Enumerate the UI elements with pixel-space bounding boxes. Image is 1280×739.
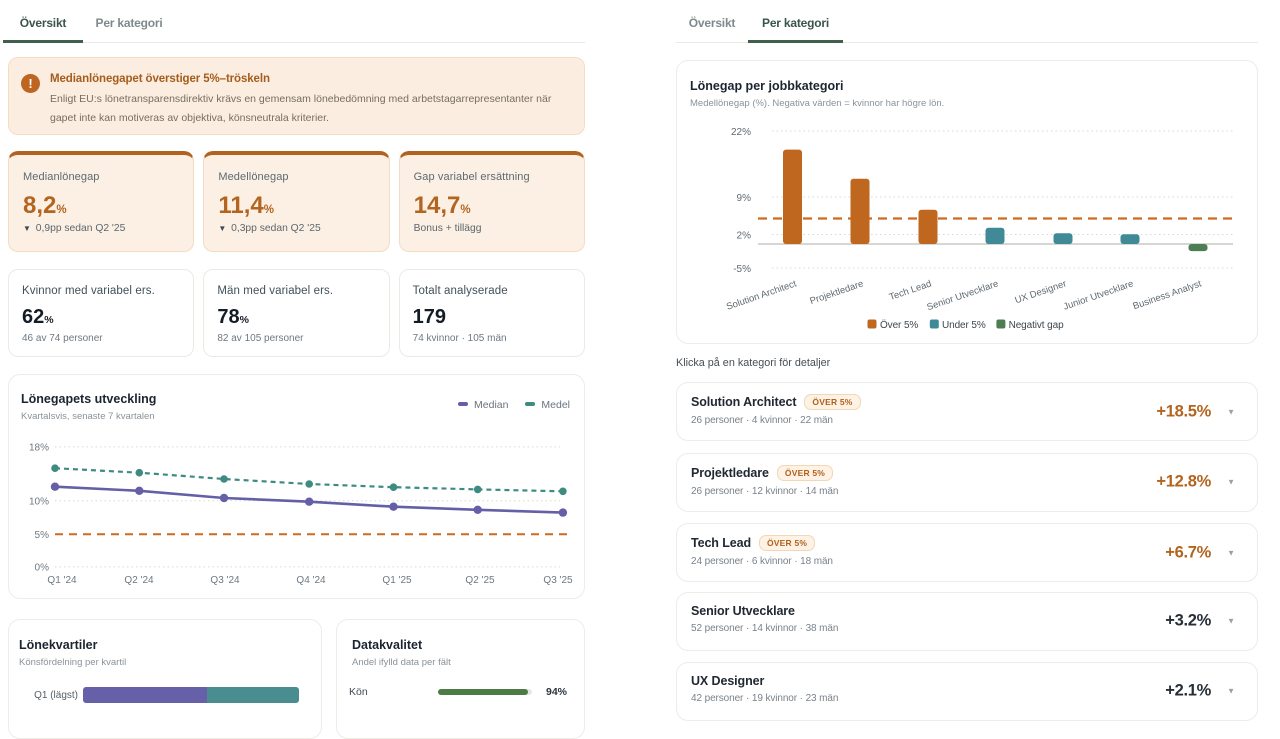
svg-text:Q1 '25: Q1 '25: [382, 575, 412, 586]
svg-text:0%: 0%: [35, 563, 50, 574]
svg-text:Q4 '24: Q4 '24: [296, 575, 326, 586]
svg-text:18%: 18%: [29, 443, 49, 454]
svg-text:-5%: -5%: [733, 264, 751, 275]
svg-text:Negativt gap: Negativt gap: [1009, 320, 1064, 331]
svg-text:10%: 10%: [29, 497, 49, 508]
svg-text:Över 5%: Över 5%: [880, 319, 918, 331]
svg-text:2%: 2%: [737, 231, 752, 242]
svg-text:Q2 '24: Q2 '24: [124, 575, 154, 586]
svg-text:22%: 22%: [731, 127, 751, 138]
svg-text:Under 5%: Under 5%: [942, 320, 986, 331]
svg-text:Senior Utvecklare: Senior Utvecklare: [925, 278, 999, 313]
svg-text:9%: 9%: [737, 193, 752, 204]
svg-text:5%: 5%: [35, 530, 50, 541]
svg-text:Q1 '24: Q1 '24: [47, 575, 77, 586]
svg-text:Q3 '25: Q3 '25: [543, 575, 573, 586]
svg-text:Business Analyst: Business Analyst: [1131, 278, 1203, 312]
svg-text:Q2 '25: Q2 '25: [465, 575, 495, 586]
svg-text:UX Designer: UX Designer: [1013, 278, 1068, 306]
svg-text:Projektledare: Projektledare: [808, 278, 865, 307]
svg-text:Q3 '24: Q3 '24: [210, 575, 240, 586]
svg-text:Solution Architect: Solution Architect: [725, 278, 798, 312]
svg-text:Tech Lead: Tech Lead: [888, 278, 933, 303]
svg-text:Junior Utvecklare: Junior Utvecklare: [1062, 278, 1135, 312]
